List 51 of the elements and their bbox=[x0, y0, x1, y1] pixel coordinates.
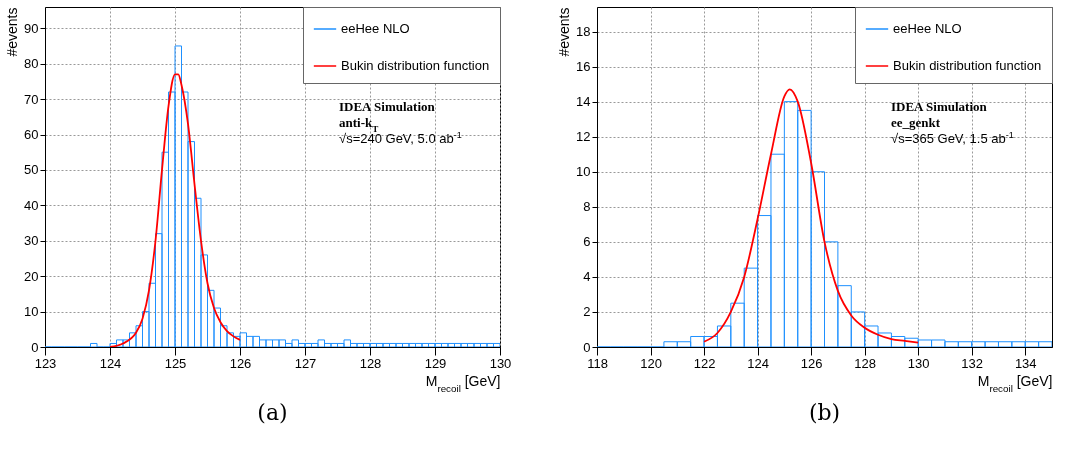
y-tick-label: 6 bbox=[583, 234, 591, 250]
y-tick-label: 8 bbox=[583, 199, 591, 215]
y-tick-label: 14 bbox=[576, 94, 591, 110]
y-tick-label: 60 bbox=[24, 127, 39, 142]
y-tick-label: 50 bbox=[24, 162, 39, 178]
x-axis-title: M$_{recoil}$ [GeV] bbox=[425, 372, 501, 393]
x-tick-label: 134 bbox=[1014, 355, 1037, 371]
x-tick-label: 130 bbox=[907, 355, 930, 371]
y-tick-label: 0 bbox=[31, 339, 39, 355]
legend-label: Bukin distribution function bbox=[341, 58, 490, 73]
x-tick-label: 123 bbox=[34, 355, 57, 371]
x-tick-label: 124 bbox=[99, 355, 122, 371]
y-axis-title: #events bbox=[556, 7, 573, 57]
y-tick-label: 16 bbox=[576, 59, 591, 75]
x-tick-label: 122 bbox=[693, 355, 716, 371]
x-tick-label: 124 bbox=[747, 355, 769, 371]
text: (b) bbox=[808, 400, 841, 425]
x-tick-label: 120 bbox=[640, 355, 662, 371]
annotation: √s=365 GeV, 1.5 ab$^{-1}$ bbox=[891, 130, 1014, 146]
y-tick-label: 10 bbox=[576, 164, 591, 180]
x-tick-label: 130 bbox=[489, 355, 512, 371]
y-tick-label: 12 bbox=[576, 129, 591, 145]
legend-label: Bukin distribution function bbox=[893, 58, 1042, 73]
legend-label: eeHee NLO bbox=[893, 21, 962, 36]
y-tick-label: 70 bbox=[24, 91, 39, 107]
y-tick-label: 10 bbox=[24, 304, 39, 320]
y-axis-title: #events bbox=[4, 7, 21, 57]
x-tick-label: 125 bbox=[164, 355, 187, 371]
y-tick-label: 18 bbox=[576, 24, 591, 40]
x-tick-label: 128 bbox=[854, 355, 876, 371]
y-tick-label: 0 bbox=[583, 339, 591, 355]
text: (a) bbox=[257, 400, 288, 425]
y-tick-label: 30 bbox=[24, 233, 39, 249]
annotation: ee_genkt bbox=[891, 115, 941, 130]
y-tick-label: 4 bbox=[583, 269, 591, 285]
y-tick-label: 80 bbox=[24, 56, 39, 72]
x-axis-title: M$_{recoil}$ [GeV] bbox=[977, 372, 1053, 393]
y-tick-label: 20 bbox=[24, 268, 39, 284]
x-tick-label: 126 bbox=[229, 355, 252, 371]
x-tick-label: 126 bbox=[800, 355, 823, 371]
y-tick-label: 40 bbox=[24, 197, 39, 213]
x-tick-label: 132 bbox=[961, 355, 984, 371]
annotation: IDEA Simulation bbox=[891, 99, 988, 114]
x-tick-label: 127 bbox=[294, 355, 317, 371]
x-tick-label: 129 bbox=[424, 355, 447, 371]
legend-label: eeHee NLO bbox=[341, 21, 410, 36]
annotation: IDEA Simulation bbox=[339, 99, 436, 114]
y-tick-label: 2 bbox=[583, 304, 591, 320]
y-tick-label: 90 bbox=[24, 20, 39, 36]
x-tick-label: 118 bbox=[587, 355, 608, 371]
x-tick-label: 128 bbox=[359, 355, 382, 371]
